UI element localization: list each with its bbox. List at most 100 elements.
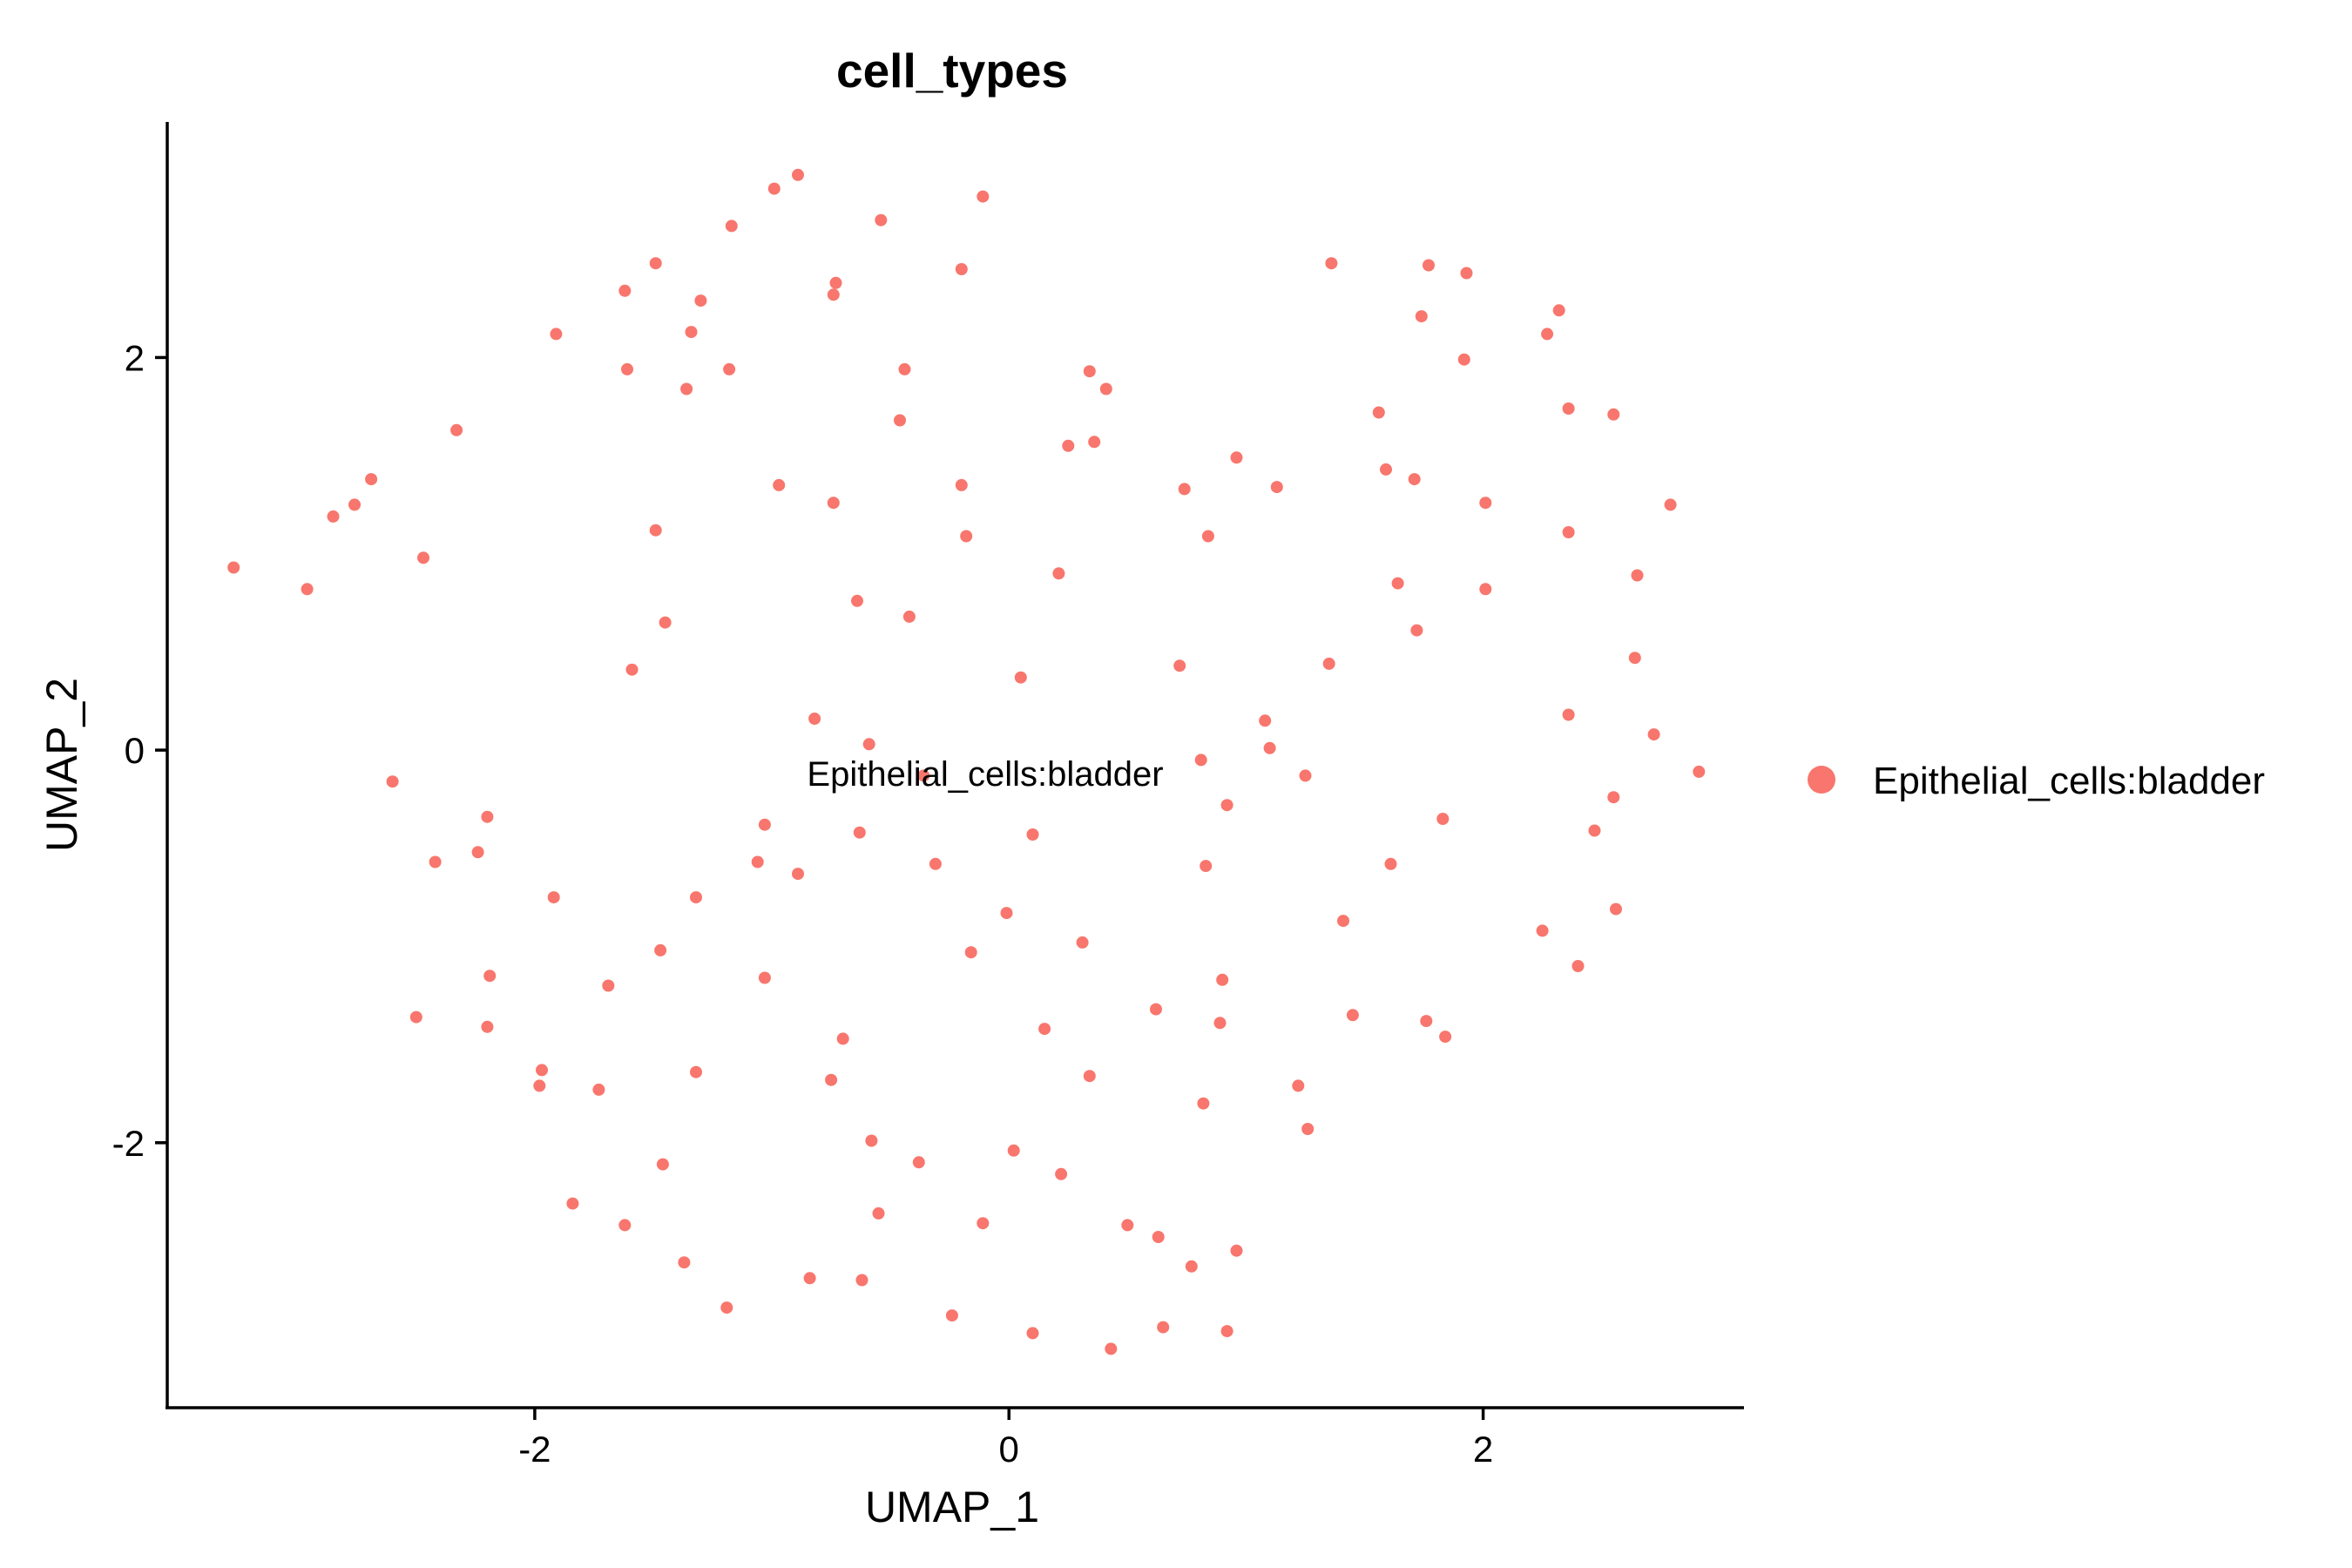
data-point bbox=[792, 168, 804, 181]
data-point bbox=[855, 1274, 868, 1287]
data-point bbox=[945, 1309, 958, 1322]
data-point bbox=[1216, 973, 1229, 986]
data-point bbox=[1457, 353, 1470, 366]
x-axis-title: UMAP_1 bbox=[865, 1483, 1039, 1531]
ticks-layer: -2 0 2 -2 0 2 bbox=[112, 337, 1494, 1470]
data-point bbox=[1410, 624, 1423, 637]
data-point bbox=[1076, 936, 1089, 949]
data-point bbox=[1628, 652, 1641, 665]
data-point bbox=[836, 1032, 849, 1045]
data-point bbox=[1014, 671, 1027, 684]
data-point bbox=[1173, 659, 1186, 672]
data-point bbox=[409, 1010, 422, 1024]
data-point bbox=[827, 288, 840, 301]
data-point bbox=[1439, 1031, 1452, 1044]
data-point bbox=[1052, 567, 1065, 580]
data-point bbox=[1562, 402, 1575, 415]
legend-label: Epithelial_cells:bladder bbox=[1873, 760, 2265, 802]
data-point bbox=[1200, 860, 1213, 873]
data-point bbox=[1099, 382, 1112, 395]
data-point bbox=[1380, 463, 1392, 476]
x-tick-label: -2 bbox=[518, 1429, 551, 1470]
data-point bbox=[1664, 498, 1677, 511]
data-point bbox=[547, 891, 560, 904]
data-point bbox=[825, 1073, 838, 1086]
data-point bbox=[1391, 577, 1404, 590]
chart-title: cell_types bbox=[836, 44, 1068, 98]
data-point bbox=[1194, 754, 1207, 767]
data-point bbox=[386, 775, 399, 788]
y-tick-label: -2 bbox=[112, 1123, 145, 1164]
data-point bbox=[792, 868, 804, 881]
data-point bbox=[1062, 439, 1075, 452]
data-point bbox=[1292, 1079, 1305, 1092]
data-point bbox=[1185, 1260, 1198, 1273]
data-point bbox=[1588, 824, 1601, 837]
data-point bbox=[955, 263, 968, 275]
data-point bbox=[429, 855, 442, 868]
data-point bbox=[955, 478, 968, 491]
data-point bbox=[894, 414, 906, 427]
data-point bbox=[1693, 765, 1706, 778]
data-point bbox=[1372, 406, 1385, 419]
data-point bbox=[1026, 1327, 1039, 1340]
data-point bbox=[550, 328, 563, 341]
data-point bbox=[1178, 483, 1191, 496]
data-point bbox=[853, 826, 866, 839]
data-point bbox=[327, 510, 340, 523]
data-point bbox=[365, 473, 378, 486]
data-point bbox=[618, 1219, 632, 1232]
data-point bbox=[450, 423, 463, 436]
data-point bbox=[1631, 569, 1644, 582]
data-point bbox=[481, 1020, 494, 1033]
data-point bbox=[566, 1197, 579, 1210]
y-tick-label: 2 bbox=[125, 337, 145, 378]
data-point bbox=[1157, 1321, 1170, 1334]
data-point bbox=[1263, 741, 1276, 754]
data-point bbox=[725, 220, 738, 233]
data-point bbox=[1325, 257, 1338, 270]
data-point bbox=[536, 1064, 548, 1077]
data-point bbox=[694, 294, 707, 308]
data-point bbox=[758, 971, 771, 984]
data-point bbox=[1230, 1244, 1243, 1257]
data-point bbox=[656, 1158, 669, 1171]
data-point bbox=[678, 1256, 691, 1269]
data-point bbox=[1220, 1325, 1233, 1338]
data-point bbox=[1536, 924, 1549, 937]
data-point bbox=[417, 551, 429, 564]
data-point bbox=[1415, 310, 1428, 323]
legend: Epithelial_cells:bladder bbox=[1808, 760, 2265, 802]
data-point bbox=[1423, 259, 1435, 272]
x-tick-label: 2 bbox=[1473, 1429, 1493, 1470]
data-point bbox=[471, 846, 484, 859]
data-point bbox=[621, 362, 633, 375]
data-point bbox=[1083, 1070, 1096, 1083]
data-point bbox=[977, 190, 990, 203]
data-point bbox=[758, 818, 771, 831]
data-point bbox=[898, 362, 911, 375]
data-point bbox=[1384, 857, 1397, 870]
data-point bbox=[1150, 1003, 1162, 1016]
data-point bbox=[1270, 481, 1283, 494]
data-point bbox=[1088, 436, 1101, 449]
data-point bbox=[690, 891, 702, 904]
data-point bbox=[751, 855, 764, 868]
x-tick-label: 0 bbox=[999, 1429, 1019, 1470]
data-point bbox=[1083, 365, 1096, 378]
data-point bbox=[773, 478, 786, 491]
data-point bbox=[917, 769, 930, 782]
data-point bbox=[829, 276, 842, 289]
data-point bbox=[602, 979, 615, 992]
data-point bbox=[1607, 791, 1620, 804]
data-point bbox=[1420, 1015, 1433, 1028]
data-point bbox=[1000, 907, 1013, 920]
data-point bbox=[1299, 769, 1312, 782]
data-point bbox=[348, 498, 361, 511]
data-point bbox=[659, 616, 672, 629]
data-point bbox=[723, 362, 736, 375]
data-point bbox=[964, 946, 977, 959]
data-point bbox=[960, 530, 973, 543]
